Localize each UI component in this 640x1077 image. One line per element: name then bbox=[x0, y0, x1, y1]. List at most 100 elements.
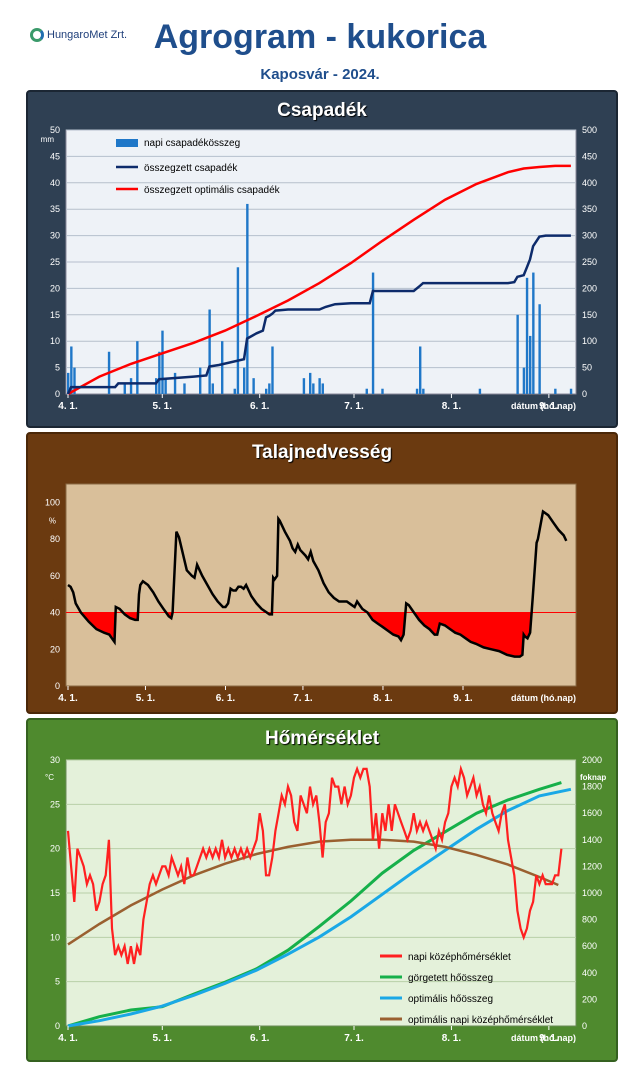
precip-daily-bar bbox=[538, 304, 541, 394]
precip-daily-bar bbox=[243, 367, 246, 394]
soil-xtick-label: 4. 1. bbox=[58, 693, 78, 704]
precip-daily-bar bbox=[422, 388, 425, 394]
legend-daily-precip-label: napi csapadékösszeg bbox=[144, 138, 240, 149]
precip-daily-bar bbox=[569, 388, 573, 394]
soil-moisture-title: Talajnedvesség bbox=[251, 442, 393, 463]
precip-xlabel: dátum (hó.nap) bbox=[511, 401, 576, 411]
legend-temp-daily-label: napi középhőmérséklet bbox=[408, 952, 511, 963]
precip-optimal-line bbox=[67, 164, 571, 396]
soil-xtick-label: 9. 1. bbox=[453, 693, 473, 704]
precip-ytick-right: 50 bbox=[582, 363, 592, 373]
precip-daily-bar bbox=[381, 388, 384, 394]
precip-xtick-label: 8. 1. bbox=[442, 401, 462, 412]
legend-sum-precip-label: összegzett csapadék bbox=[144, 163, 238, 174]
soil-ytick: 100 bbox=[45, 497, 60, 507]
precip-daily-bar bbox=[199, 367, 202, 394]
precip-daily-bar bbox=[321, 383, 324, 394]
precip-daily-bar bbox=[221, 341, 224, 394]
soil-xtick-label: 8. 1. bbox=[373, 693, 393, 704]
precip-ytick-left: 15 bbox=[50, 310, 60, 320]
temp-xtick-label: 9. 1. bbox=[539, 1033, 559, 1044]
temp-xtick-label: 4. 1. bbox=[58, 1033, 78, 1044]
soil-ytick: 80 bbox=[50, 534, 60, 544]
precip-daily-bar bbox=[415, 388, 419, 394]
precip-daily-bar bbox=[158, 351, 161, 394]
precip-ytick-left: 40 bbox=[50, 178, 60, 188]
precip-ytick-left: 30 bbox=[50, 231, 60, 241]
precip-daily-bar bbox=[271, 346, 274, 394]
precip-daily-bar bbox=[312, 383, 315, 394]
legend-temp-optimal-label: optimális napi középhőmérséklet bbox=[408, 1015, 553, 1026]
precip-daily-bar bbox=[173, 372, 177, 394]
temp-ytick-right: 1400 bbox=[582, 835, 602, 845]
temp-xtick-label: 7. 1. bbox=[344, 1033, 364, 1044]
precip-daily-bar bbox=[246, 203, 249, 394]
precip-daily-bar bbox=[73, 367, 76, 394]
precip-daily-bar bbox=[302, 378, 306, 394]
precip-ytick-right: 0 bbox=[582, 389, 587, 399]
precip-ytick-right: 300 bbox=[582, 231, 597, 241]
precip-ytick-right: 100 bbox=[582, 336, 597, 346]
temp-ytick-right: 1800 bbox=[582, 782, 602, 792]
precip-ytick-right: 250 bbox=[582, 257, 597, 267]
precip-daily-bar bbox=[522, 367, 526, 394]
temperature-title: Hőmérséklet bbox=[264, 728, 380, 749]
precip-daily-bar bbox=[155, 378, 158, 394]
soil-xtick-label: 5. 1. bbox=[136, 693, 156, 704]
precip-ytick-left: 20 bbox=[50, 283, 60, 293]
precip-ytick-left: 5 bbox=[55, 363, 60, 373]
soil-xtick-label: 7. 1. bbox=[293, 693, 313, 704]
temp-ylabel-left: °C bbox=[45, 773, 54, 782]
soil-moisture-chart: 0 20 40 60 80 100% 4. 1. 5. 1. 6. 1. 7. 1. 8. 1. 9.… bbox=[45, 483, 577, 704]
temp-ytick-right: 2000 bbox=[582, 755, 602, 765]
precip-daily-bar bbox=[532, 272, 535, 394]
precip-daily-bar bbox=[529, 335, 532, 394]
precip-daily-bar bbox=[365, 388, 368, 394]
temp-ytick-left: 0 bbox=[55, 1021, 60, 1031]
temp-xlabel: dátum (hó.nap) bbox=[511, 1033, 576, 1043]
soil-plot-area bbox=[65, 483, 577, 687]
precip-ytick-left: 45 bbox=[50, 151, 60, 161]
precip-daily-bar bbox=[252, 378, 255, 394]
temp-ytick-left: 25 bbox=[50, 799, 60, 809]
precipitation-title: Csapadék bbox=[277, 100, 367, 121]
precip-daily-bar bbox=[233, 388, 236, 394]
precip-ytick-right: 350 bbox=[582, 204, 597, 214]
legend-daily-precip-swatch bbox=[116, 139, 138, 147]
precip-xtick-label: 5. 1. bbox=[153, 401, 173, 412]
precip-daily-bar bbox=[318, 378, 321, 394]
precip-daily-bar bbox=[123, 383, 126, 394]
precip-ytick-left: 35 bbox=[50, 204, 60, 214]
precip-daily-bar bbox=[525, 277, 529, 394]
soil-xtick-label: 6. 1. bbox=[216, 693, 236, 704]
soil-ytick: 60 bbox=[50, 571, 60, 581]
precip-xtick-label: 7. 1. bbox=[344, 401, 364, 412]
soil-moisture-panel: Talajnedvesség 0 20 40 60 80 100% 4. 1. 5. 1. 6.… bbox=[26, 432, 618, 714]
precip-ytick-right: 500 bbox=[582, 125, 597, 135]
temp-ytick-right: 200 bbox=[582, 994, 597, 1004]
temp-ytick-left: 20 bbox=[50, 844, 60, 854]
soil-ylabel: % bbox=[49, 517, 56, 526]
precip-ytick-right: 450 bbox=[582, 151, 597, 161]
temp-ytick-right: 600 bbox=[582, 941, 597, 951]
precip-daily-bar bbox=[419, 346, 422, 394]
logo-text: HungaroMet Zrt. bbox=[47, 29, 128, 41]
precip-daily-bar bbox=[478, 388, 482, 394]
temp-ytick-right: 1600 bbox=[582, 808, 602, 818]
precip-sum-line bbox=[66, 234, 571, 395]
temp-optimal-daily-line bbox=[67, 838, 559, 946]
temp-ytick-left: 15 bbox=[50, 888, 60, 898]
temp-ytick-right: 0 bbox=[582, 1021, 587, 1031]
precip-ytick-left: 25 bbox=[50, 257, 60, 267]
temp-ytick-right: 400 bbox=[582, 968, 597, 978]
precip-ylabel: mm bbox=[41, 135, 55, 144]
precip-ytick-left: 10 bbox=[50, 336, 60, 346]
precip-daily-bar bbox=[183, 383, 186, 394]
legend-gdd-rolling-label: görgetett hőösszeg bbox=[408, 973, 493, 984]
temp-ytick-left: 30 bbox=[50, 755, 60, 765]
precip-daily-bar bbox=[265, 388, 268, 394]
temp-ylabel-right: foknap bbox=[580, 773, 606, 782]
precip-daily-bar bbox=[161, 330, 164, 394]
precip-xtick-label: 6. 1. bbox=[250, 401, 270, 412]
soil-moisture-line bbox=[67, 509, 568, 658]
